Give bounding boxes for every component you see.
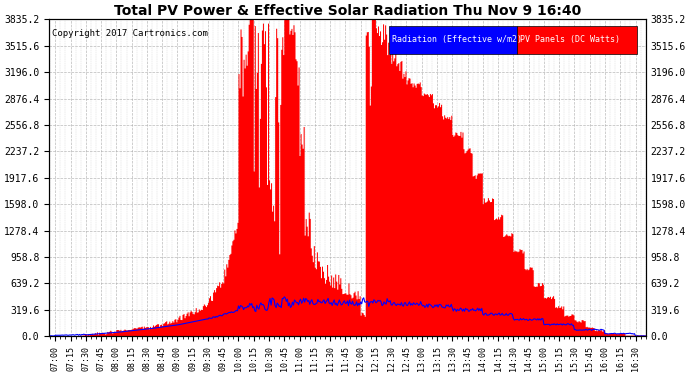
Text: Copyright 2017 Cartronics.com: Copyright 2017 Cartronics.com	[52, 29, 208, 38]
FancyBboxPatch shape	[518, 26, 637, 54]
Title: Total PV Power & Effective Solar Radiation Thu Nov 9 16:40: Total PV Power & Effective Solar Radiati…	[114, 4, 581, 18]
Text: PV Panels (DC Watts): PV Panels (DC Watts)	[520, 35, 620, 44]
Text: Radiation (Effective w/m2): Radiation (Effective w/m2)	[392, 35, 522, 44]
FancyBboxPatch shape	[389, 26, 518, 54]
